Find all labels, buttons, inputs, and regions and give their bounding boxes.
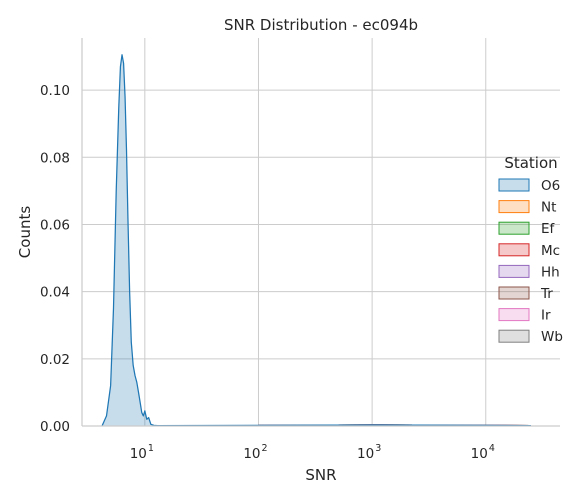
legend-swatch-ir <box>498 308 530 322</box>
y-axis-label: Counts <box>16 206 34 259</box>
x-tick-label: 102 <box>243 443 267 462</box>
legend-label-tr: Tr <box>540 286 553 302</box>
x-tick-base: 10 <box>243 446 260 462</box>
series-area-o6 <box>102 54 531 427</box>
y-tick-label: 0.10 <box>40 83 70 99</box>
y-tick-label: 0.02 <box>40 352 70 368</box>
y-grid-lines <box>82 89 560 427</box>
y-tick-label: 0.04 <box>40 285 70 301</box>
legend-label-o6: O6 <box>541 178 560 194</box>
x-tick-exponent: 4 <box>489 443 495 454</box>
x-tick-exponent: 2 <box>262 443 268 454</box>
x-tick-base: 10 <box>130 446 147 462</box>
x-tick-label: 103 <box>357 443 381 462</box>
y-tick-label: 0.06 <box>40 217 70 233</box>
legend-swatch-tr <box>498 286 530 300</box>
legend-title: Station <box>504 154 557 172</box>
legend-label-mc: Mc <box>541 243 560 259</box>
legend-swatch-hh <box>498 264 530 278</box>
y-tick-label: 0.00 <box>40 419 70 435</box>
x-grid-lines <box>144 38 487 426</box>
x-tick-exponent: 3 <box>375 443 381 454</box>
chart-title: SNR Distribution - ec094b <box>224 16 418 34</box>
legend-swatch-o6 <box>498 178 530 192</box>
legend-label-nt: Nt <box>541 200 556 216</box>
y-tick-label: 0.08 <box>40 150 70 166</box>
legend-label-wb: Wb <box>541 329 563 345</box>
x-axis-label: SNR <box>305 466 336 484</box>
x-tick-label: 101 <box>130 443 154 462</box>
legend-label-ir: Ir <box>541 308 551 324</box>
legend-swatch-nt <box>498 200 530 214</box>
x-tick-label: 104 <box>471 443 495 462</box>
legend-swatch-mc <box>498 243 530 257</box>
legend-label-hh: Hh <box>541 264 560 280</box>
legend-swatch-ef <box>498 221 530 235</box>
legend: Station O6 Nt Ef Mc Hh Tr Ir Wb <box>498 154 563 345</box>
legend-label-ef: Ef <box>541 221 556 237</box>
x-tick-base: 10 <box>471 446 488 462</box>
series-line-o6 <box>101 54 531 427</box>
x-tick-base: 10 <box>357 446 374 462</box>
legend-swatch-wb <box>498 329 530 343</box>
x-tick-labels: 101 102 103 104 <box>130 443 495 462</box>
x-tick-exponent: 1 <box>148 443 154 454</box>
kde-series <box>101 54 531 427</box>
y-tick-labels: 0.00 0.02 0.04 0.06 0.08 0.10 <box>40 83 70 435</box>
